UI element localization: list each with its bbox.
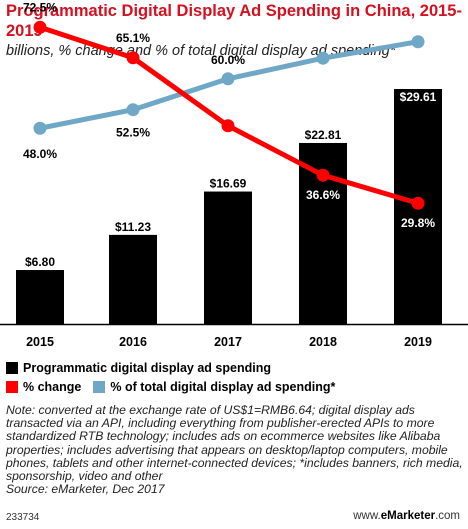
bar-2017 [204, 191, 252, 324]
change-label-2016: 65.1% [116, 31, 150, 45]
bar-label-2015: $6.80 [25, 255, 55, 269]
change-label-2015: 72.5% [23, 0, 57, 14]
legend-label-spending: Programmatic digital display ad spending [23, 361, 271, 375]
legend-item-spending: Programmatic digital display ad spending [6, 361, 271, 375]
brand-name: eMarketer [380, 510, 436, 522]
brand-prefix: www. [353, 510, 381, 522]
chart-area: $6.80 $11.23 $16.69 $22.81 $29.61 2015 2016 201… [0, 0, 468, 349]
bar-label-2016: $11.23 [115, 220, 151, 234]
legend-label-share: % of total digital display ad spending* [110, 380, 336, 394]
chart-title: Programmatic Digital Display Ad Spending… [6, 2, 462, 40]
chart-id: 233734 [6, 512, 40, 523]
bar-label-2017: $16.69 [210, 177, 247, 191]
share-point-2015 [33, 121, 47, 135]
legend-swatch-change [6, 381, 18, 393]
legend-label-change: % change [23, 380, 82, 394]
share-point-2018 [316, 51, 330, 65]
share-point-2016 [126, 103, 140, 117]
x-tick-2017: 2017 [214, 335, 242, 349]
share-label-2016: 52.5% [116, 126, 150, 140]
change-point-2017 [221, 119, 235, 133]
chart-note: Note: converted at the exchange rate of … [6, 403, 464, 497]
x-tick-2019: 2019 [404, 335, 432, 349]
legend-swatch-spending [6, 362, 18, 374]
share-label-2018: 65.0% [306, 72, 340, 86]
x-tick-2015: 2015 [26, 335, 54, 349]
change-point-2019 [411, 196, 425, 210]
bar-label-2019: $29.61 [400, 90, 437, 104]
change-label-2017: 48.6% [211, 137, 245, 151]
change-label-2018: 36.6% [306, 188, 340, 202]
change-point-2018 [316, 168, 330, 182]
bar-2016 [109, 234, 157, 324]
share-label-2015: 48.0% [23, 147, 57, 161]
share-label-2019: 69.0% [401, 56, 435, 70]
legend-swatch-share [93, 381, 106, 393]
source-text: Source: eMarketer, Dec 2017 [6, 482, 165, 497]
bar-label-2018: $22.81 [305, 128, 342, 142]
brand-logo: www.eMarketer.com [353, 510, 460, 522]
legend-item-lines: % change % of total digital display ad s… [6, 380, 335, 394]
x-tick-2016: 2016 [119, 335, 147, 349]
share-point-2019 [411, 35, 425, 49]
change-label-2019: 29.8% [401, 216, 435, 230]
bar-2015 [16, 270, 64, 324]
note-text: Note: converted at the exchange rate of … [6, 403, 463, 484]
change-point-2016 [126, 51, 140, 65]
brand-suffix: .com [435, 510, 460, 522]
change-point-2015 [33, 20, 47, 34]
share-label-2017: 60.0% [211, 53, 245, 67]
share-point-2017 [221, 72, 235, 86]
x-tick-2018: 2018 [309, 335, 337, 349]
